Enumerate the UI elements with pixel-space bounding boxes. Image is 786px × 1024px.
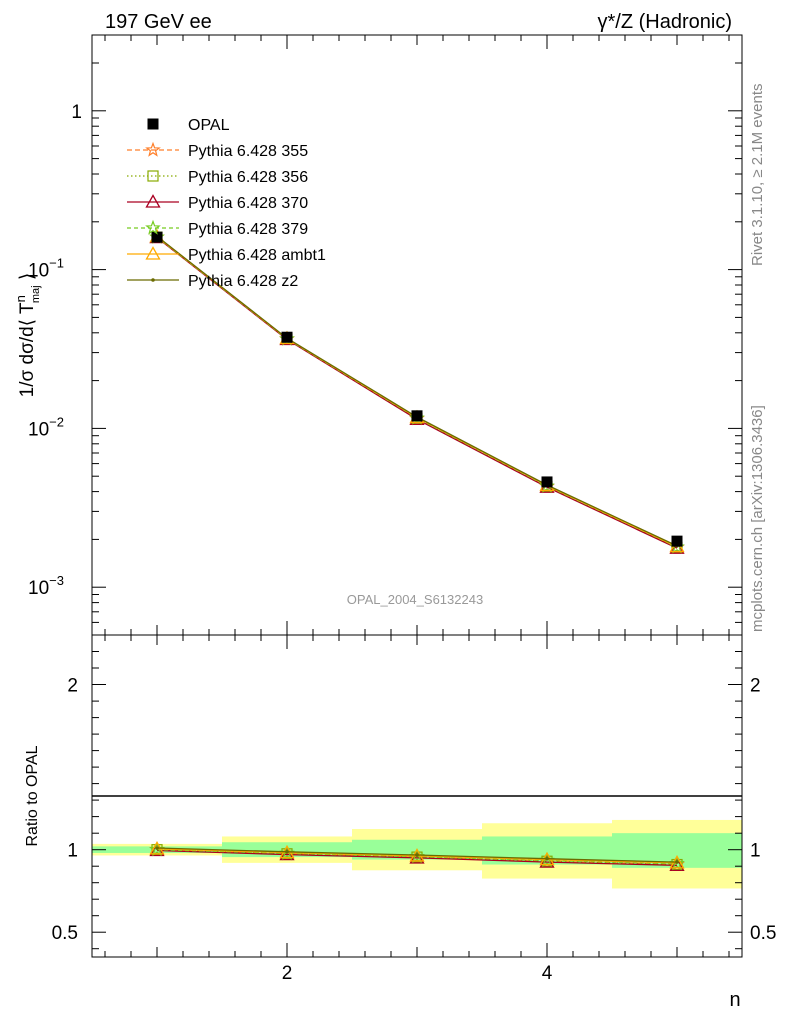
legend: OPAL Pythia 6.428 355 Pythia 6.428 356 Pyth… xyxy=(127,117,326,290)
ratio-y-tick-label: 0.5 xyxy=(52,923,78,944)
ratio-ticks xyxy=(92,635,742,957)
ratio-y-tick-label-right: 2 xyxy=(750,676,761,697)
opal-point xyxy=(671,535,683,547)
rivet-label: Rivet 3.1.10, ≥ 2.1M events xyxy=(749,84,766,267)
ratio-marker-z2 xyxy=(545,856,549,861)
legend-marker xyxy=(145,141,161,157)
ratio-data-layer xyxy=(149,841,685,872)
x-tick-label: 2 xyxy=(282,963,293,984)
legend-label: Pythia 6.428 379 xyxy=(188,221,308,238)
energy-title: 197 GeV ee xyxy=(105,11,212,33)
main-y-tick-labels: 110−110−210−3 xyxy=(28,102,82,599)
ratio-y-tick-label-right: 1 xyxy=(750,841,761,862)
ratio-y-axis-label: Ratio to OPAL xyxy=(24,745,41,846)
ratio-y-tick-label-right: 0.5 xyxy=(750,923,776,944)
ratio-marker-z2 xyxy=(155,846,159,850)
ratio-marker-z2 xyxy=(675,860,679,864)
ratio-y-tick-label: 1 xyxy=(67,841,78,862)
main-y-tick-label: 10−2 xyxy=(28,414,64,440)
main-data-layer xyxy=(149,228,685,555)
x-tick-label: 4 xyxy=(542,963,553,984)
legend-label: Pythia 6.428 356 xyxy=(188,169,308,186)
main-y-tick-label: 1 xyxy=(71,102,82,123)
legend-label: Pythia 6.428 z2 xyxy=(188,273,298,290)
legend-marker xyxy=(147,118,159,130)
x-axis-label: n xyxy=(729,989,740,1011)
ratio-marker-z2 xyxy=(285,850,289,854)
legend-label: Pythia 6.428 355 xyxy=(188,143,308,160)
opal-point xyxy=(541,476,553,488)
main-y-axis-label: 1/σ dσ/d⟨ Tn maj ⟩ xyxy=(13,273,42,398)
ratio-marker-z2 xyxy=(415,853,419,857)
ratio-y-tick-labels: 2 2 1 1 0.5 0.5 xyxy=(52,676,777,945)
legend-label: OPAL xyxy=(188,117,230,134)
analysis-label: OPAL_2004_S6132243 xyxy=(347,592,483,607)
ratio-line-370 xyxy=(156,849,678,867)
legend-marker xyxy=(151,278,155,282)
opal-point xyxy=(281,331,293,343)
opal-point xyxy=(151,231,163,243)
legend-marker xyxy=(145,194,161,208)
legend-label: Pythia 6.428 ambt1 xyxy=(188,247,326,264)
main-panel: 110−110−210−3 OPAL_2004_S6132243 1/σ dσ/… xyxy=(13,34,743,636)
legend-marker xyxy=(145,246,161,260)
ratio-y-tick-label: 2 xyxy=(67,676,78,697)
legend-marker xyxy=(147,170,159,182)
main-y-tick-label: 10−3 xyxy=(28,573,64,599)
mcplots-label: mcplots.cern.ch [arXiv:1306.3436] xyxy=(749,405,766,632)
process-title: γ*/Z (Hadronic) xyxy=(598,11,732,33)
main-ticks xyxy=(92,34,742,636)
opal-point xyxy=(411,410,423,422)
legend-marker xyxy=(145,219,161,235)
legend-label: Pythia 6.428 370 xyxy=(188,195,308,212)
